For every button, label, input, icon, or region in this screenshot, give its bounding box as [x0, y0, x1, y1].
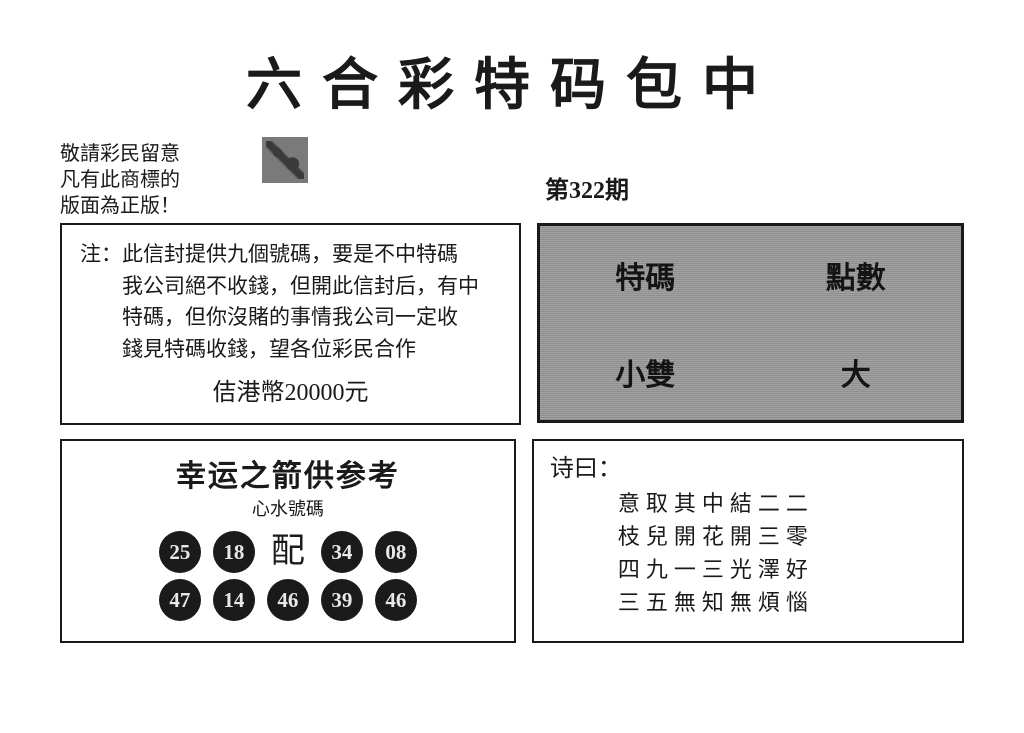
- issue-number: 第322期: [545, 170, 629, 205]
- envelope-notice-box: 注：此信封提供九個號碼，要是不中特碼 我公司絕不收錢，但開此信封后，有中 特碼，…: [60, 223, 521, 425]
- envelope-price: 佶港幣20000元: [80, 375, 501, 411]
- number-ball: 14: [213, 579, 255, 621]
- envelope-text: 此信封提供九個號碼，要是不中特碼: [122, 242, 458, 266]
- note-lead: 注：: [80, 242, 122, 266]
- poem-line: 三五無知無煩惱: [618, 586, 946, 619]
- notice-line: 敬請彩民留意: [60, 141, 280, 167]
- poem-line: 意取其中結二二: [618, 487, 946, 520]
- poem-line: 枝兒開花開三零: [618, 520, 946, 553]
- number-ball: 18: [213, 531, 255, 573]
- grid-cell-dianshu: 點數: [826, 253, 886, 297]
- number-ball: 47: [159, 579, 201, 621]
- envelope-text: 特碼，但你沒賭的事情我公司一定收: [80, 302, 501, 334]
- notice-line: 版面為正版！: [60, 193, 280, 219]
- number-ball: 46: [375, 579, 417, 621]
- notice-line: 凡有此商標的: [60, 167, 280, 193]
- envelope-text: 我公司絕不收錢，但開此信封后，有中: [80, 271, 501, 303]
- envelope-text: 錢見特碼收錢，望各位彩民合作: [80, 334, 501, 366]
- prediction-grid: 特碼 點數 小雙 大: [537, 223, 964, 423]
- ball-row: 47 14 46 39 46: [74, 579, 502, 621]
- poem-line: 四九一三光澤好: [618, 553, 946, 586]
- main-title: 六合彩特码包中: [60, 40, 964, 121]
- lucky-arrow-box: 幸运之箭供参考 心水號碼 25 18 配 34 08 47 14 46 39 4…: [60, 439, 516, 643]
- number-ball: 25: [159, 531, 201, 573]
- trademark-stamp: [262, 137, 308, 183]
- poem-box: 诗曰： 意取其中結二二 枝兒開花開三零 四九一三光澤好 三五無知無煩惱: [532, 439, 964, 643]
- number-ball: 46: [267, 579, 309, 621]
- authenticity-notice: 敬請彩民留意 凡有此商標的 版面為正版！: [60, 141, 280, 219]
- poem-title: 诗曰：: [550, 451, 946, 487]
- arrow-title: 幸运之箭供参考: [74, 451, 502, 495]
- number-ball: 08: [375, 531, 417, 573]
- number-ball: 39: [321, 579, 363, 621]
- grid-cell-tema: 特碼: [615, 253, 675, 297]
- ball-row: 25 18 配 34 08: [74, 531, 502, 573]
- arrow-subtitle: 心水號碼: [74, 495, 502, 521]
- grid-cell-da: 大: [841, 350, 871, 394]
- number-ball: 34: [321, 531, 363, 573]
- pair-label: 配: [267, 535, 309, 569]
- grid-cell-xiaoshuang: 小雙: [615, 350, 675, 394]
